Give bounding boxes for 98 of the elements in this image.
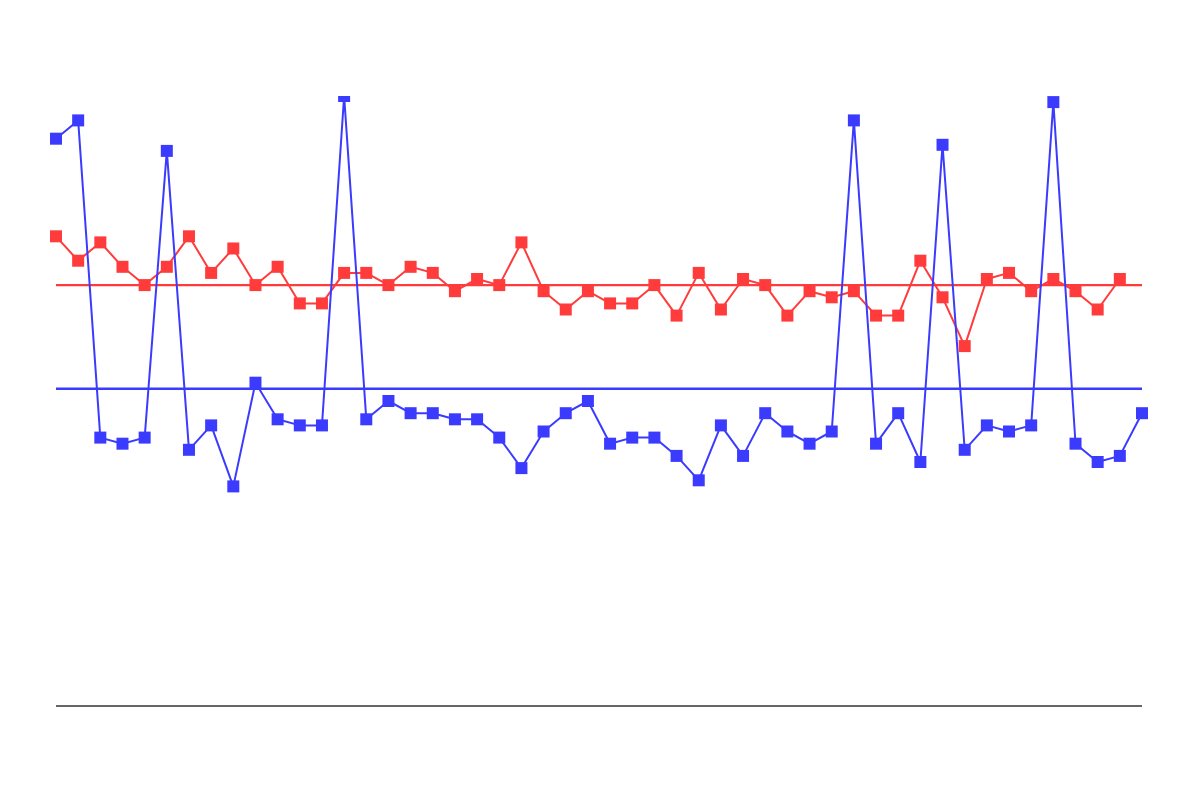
point <box>737 273 750 285</box>
point <box>781 309 794 322</box>
point <box>404 407 417 420</box>
point <box>692 266 705 279</box>
point <box>847 114 860 127</box>
point <box>382 395 395 407</box>
point <box>448 413 461 426</box>
point <box>870 309 883 322</box>
point <box>581 285 594 298</box>
point <box>537 285 550 298</box>
point <box>515 236 528 249</box>
point <box>825 425 838 438</box>
point <box>648 431 661 444</box>
point <box>936 138 949 151</box>
point <box>1091 303 1104 316</box>
point <box>1069 285 1082 298</box>
point <box>1025 285 1038 298</box>
point <box>847 285 860 298</box>
point <box>759 407 772 420</box>
point <box>670 449 683 462</box>
point <box>94 431 107 444</box>
point <box>50 132 62 145</box>
point <box>1091 456 1104 468</box>
point <box>426 266 439 279</box>
point <box>626 431 639 444</box>
point <box>914 456 927 468</box>
point <box>138 279 151 292</box>
point <box>958 340 971 353</box>
point <box>1113 273 1126 285</box>
point <box>360 266 373 279</box>
point <box>138 431 151 444</box>
point <box>980 273 993 285</box>
point <box>759 279 772 292</box>
point <box>936 291 949 304</box>
point <box>825 291 838 304</box>
point <box>72 254 85 267</box>
point <box>737 449 750 462</box>
point <box>581 395 594 407</box>
point <box>803 285 816 298</box>
point <box>227 480 240 493</box>
point <box>448 285 461 298</box>
point <box>670 309 683 322</box>
point <box>914 254 927 267</box>
point <box>182 230 195 243</box>
point <box>493 279 506 292</box>
point <box>714 419 727 432</box>
point <box>271 260 284 273</box>
point <box>1003 425 1016 438</box>
point <box>1047 96 1060 109</box>
point <box>338 266 351 279</box>
point <box>1069 437 1082 450</box>
point <box>94 236 107 249</box>
point <box>116 260 129 273</box>
point <box>160 260 173 273</box>
point <box>559 407 572 420</box>
point <box>293 297 306 310</box>
point <box>493 431 506 444</box>
point <box>537 425 550 438</box>
point <box>404 260 417 273</box>
point <box>980 419 993 432</box>
point <box>116 437 129 450</box>
point <box>205 419 218 432</box>
point <box>1003 266 1016 279</box>
point <box>360 413 373 426</box>
point <box>426 407 439 420</box>
point <box>205 266 218 279</box>
point <box>648 279 661 292</box>
point <box>50 230 62 243</box>
point <box>714 303 727 316</box>
point <box>471 413 484 426</box>
point <box>958 443 971 456</box>
point <box>692 474 705 487</box>
point <box>315 419 328 432</box>
point <box>315 297 328 310</box>
point <box>160 144 173 157</box>
point <box>781 425 794 438</box>
point <box>1047 273 1060 285</box>
point <box>870 437 883 450</box>
point <box>626 297 639 310</box>
point <box>892 309 905 322</box>
point <box>227 242 240 255</box>
point <box>604 437 617 450</box>
point <box>1025 419 1038 432</box>
point <box>892 407 905 420</box>
point <box>182 443 195 456</box>
point <box>471 273 484 285</box>
point <box>249 279 262 292</box>
point <box>803 437 816 450</box>
point <box>249 376 262 389</box>
point <box>1113 449 1126 462</box>
point <box>382 279 395 292</box>
point <box>271 413 284 426</box>
point <box>1136 407 1148 420</box>
point <box>515 462 528 475</box>
point <box>293 419 306 432</box>
point <box>604 297 617 310</box>
point <box>72 114 85 127</box>
point <box>559 303 572 316</box>
